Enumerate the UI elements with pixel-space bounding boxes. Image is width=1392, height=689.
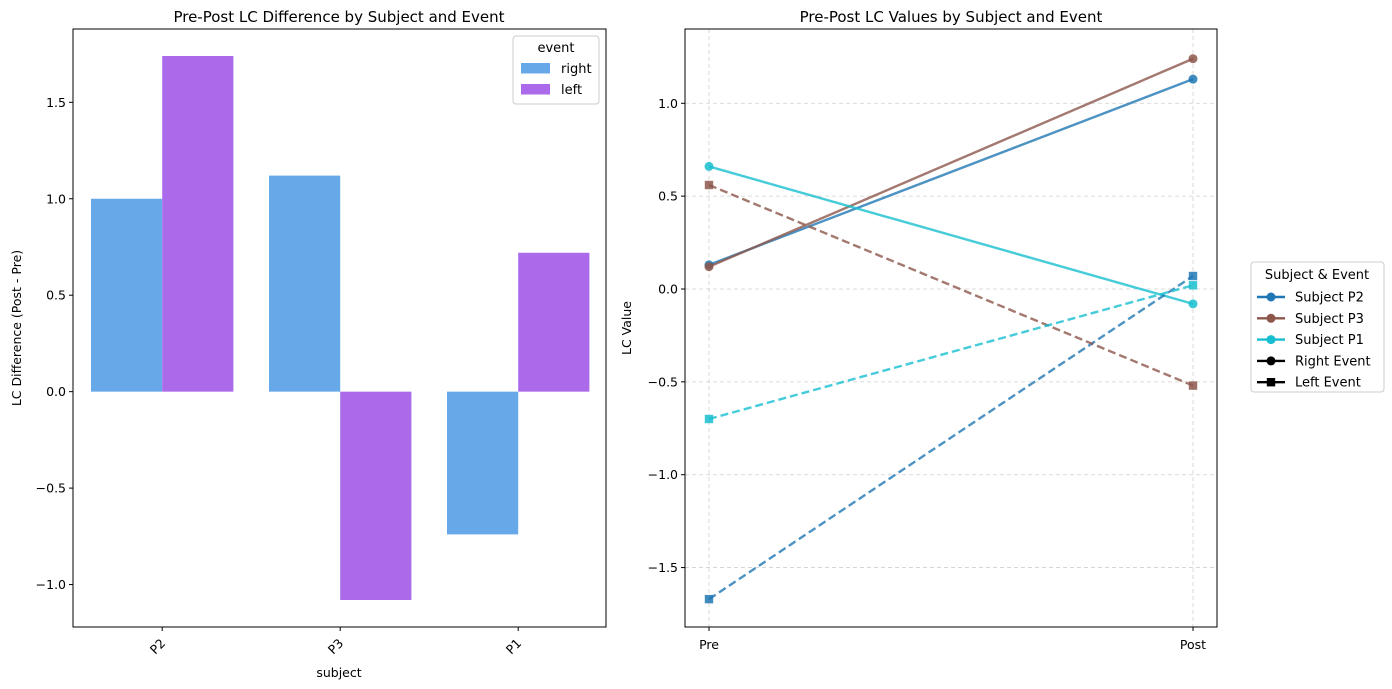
bar-legend-swatch-right bbox=[521, 63, 550, 74]
line-y-tick-label: 0.0 bbox=[658, 282, 678, 297]
line-grid bbox=[685, 29, 1217, 627]
bar-chart-title: Pre-Post LC Difference by Subject and Ev… bbox=[173, 8, 504, 26]
point-P3-left-post bbox=[1188, 381, 1198, 390]
series-line-P3-right bbox=[708, 57, 1194, 268]
bar-legend-swatch-left bbox=[521, 84, 550, 95]
line-legend-title: Subject & Event bbox=[1265, 268, 1369, 283]
line-x-tick-label: Pre bbox=[699, 637, 719, 652]
series-line-P1-right bbox=[708, 165, 1194, 306]
point-P2-right-post bbox=[1188, 74, 1198, 84]
line-y-tick-label: 1.0 bbox=[658, 96, 678, 111]
line-legend-marker-1 bbox=[1266, 313, 1276, 323]
line-legend-marker-2 bbox=[1266, 335, 1276, 345]
line-y-axis-label: LC Value bbox=[619, 301, 634, 355]
line-legend-label-3: Right Event bbox=[1295, 354, 1371, 369]
line-legend-items: Subject P2 Subject P3 Subject P1 Right Even… bbox=[1257, 291, 1371, 391]
bar-chart: Pre-Post LC Difference by Subject and Ev… bbox=[9, 8, 607, 680]
bar-left-P2 bbox=[162, 56, 234, 392]
line-legend-marker-3 bbox=[1266, 356, 1276, 366]
line-y-tick-label: −1.5 bbox=[648, 560, 678, 575]
line-plot-frame bbox=[684, 28, 1218, 628]
bar-y-axis-label: LC Difference (Post - Pre) bbox=[9, 250, 24, 406]
point-P3-left-pre bbox=[704, 180, 714, 190]
line-chart: Pre-Post LC Values by Subject and Event … bbox=[619, 8, 1385, 652]
series-line-P1-left bbox=[708, 284, 1194, 421]
bar-left-P1 bbox=[518, 252, 590, 392]
line-y-tick-label: −0.5 bbox=[648, 374, 678, 389]
series-line-P3-left bbox=[708, 183, 1194, 387]
point-P1-left-post bbox=[1188, 281, 1198, 290]
bar-right-P2 bbox=[91, 198, 163, 392]
bar-marks bbox=[91, 56, 590, 600]
point-P3-right-pre bbox=[704, 262, 714, 272]
bar-legend-label-right: right bbox=[561, 62, 592, 77]
point-P1-right-post bbox=[1188, 299, 1198, 309]
bar-right-P3 bbox=[269, 175, 341, 392]
bar-y-tick-label: 1.0 bbox=[46, 191, 66, 206]
bar-left-P3 bbox=[340, 391, 412, 600]
line-y-axis-ticks: −1.5 −1.0 −0.5 0.0 0.5 1.0 bbox=[648, 96, 685, 575]
bar-y-axis-ticks: −1.0 −0.5 0.0 0.5 1.0 1.5 bbox=[36, 95, 73, 592]
bar-y-tick-label: −0.5 bbox=[36, 481, 66, 496]
point-P3-right-post bbox=[1188, 54, 1198, 64]
bar-x-axis-ticks: P2 P3 P1 bbox=[147, 627, 525, 658]
series-line-P2-right bbox=[708, 78, 1194, 266]
point-P2-left-post bbox=[1188, 271, 1198, 281]
bar-y-tick-label: 1.5 bbox=[46, 95, 66, 110]
point-P1-left-pre bbox=[704, 414, 714, 424]
point-P1-right-pre bbox=[704, 161, 714, 171]
line-legend-marker-0 bbox=[1266, 292, 1276, 302]
bar-x-tick-label: P3 bbox=[325, 636, 347, 658]
series-line-P2-left bbox=[708, 275, 1194, 601]
line-y-tick-label: −1.0 bbox=[648, 467, 678, 482]
bar-legend: event right left bbox=[512, 35, 600, 105]
line-x-tick-label: Post bbox=[1180, 637, 1206, 652]
bar-x-tick-label: P1 bbox=[503, 636, 525, 658]
bar-y-tick-label: 0.5 bbox=[46, 288, 66, 303]
line-x-axis-ticks: Pre Post bbox=[699, 627, 1206, 652]
bar-y-tick-label: 0.0 bbox=[46, 384, 66, 399]
bar-legend-items: right left bbox=[521, 62, 592, 98]
line-marks bbox=[704, 54, 1198, 604]
point-P2-left-pre bbox=[704, 594, 714, 604]
bar-legend-label-left: left bbox=[561, 83, 582, 98]
line-legend-box bbox=[1250, 261, 1385, 393]
bar-right-P1 bbox=[447, 391, 519, 535]
line-legend-label-2: Subject P1 bbox=[1295, 333, 1364, 348]
bar-y-tick-label: −1.0 bbox=[36, 577, 66, 592]
bar-x-axis-label: subject bbox=[316, 665, 361, 680]
line-legend-label-0: Subject P2 bbox=[1295, 291, 1364, 306]
line-y-tick-label: 0.5 bbox=[658, 189, 678, 204]
bar-x-tick-label: P2 bbox=[147, 636, 169, 658]
line-chart-title: Pre-Post LC Values by Subject and Event bbox=[800, 8, 1103, 26]
line-legend-label-1: Subject P3 bbox=[1295, 312, 1364, 327]
line-legend-marker-4 bbox=[1266, 378, 1276, 387]
bar-plot-frame bbox=[72, 28, 607, 628]
line-legend-label-4: Left Event bbox=[1295, 376, 1361, 391]
bar-legend-title: event bbox=[537, 41, 574, 56]
